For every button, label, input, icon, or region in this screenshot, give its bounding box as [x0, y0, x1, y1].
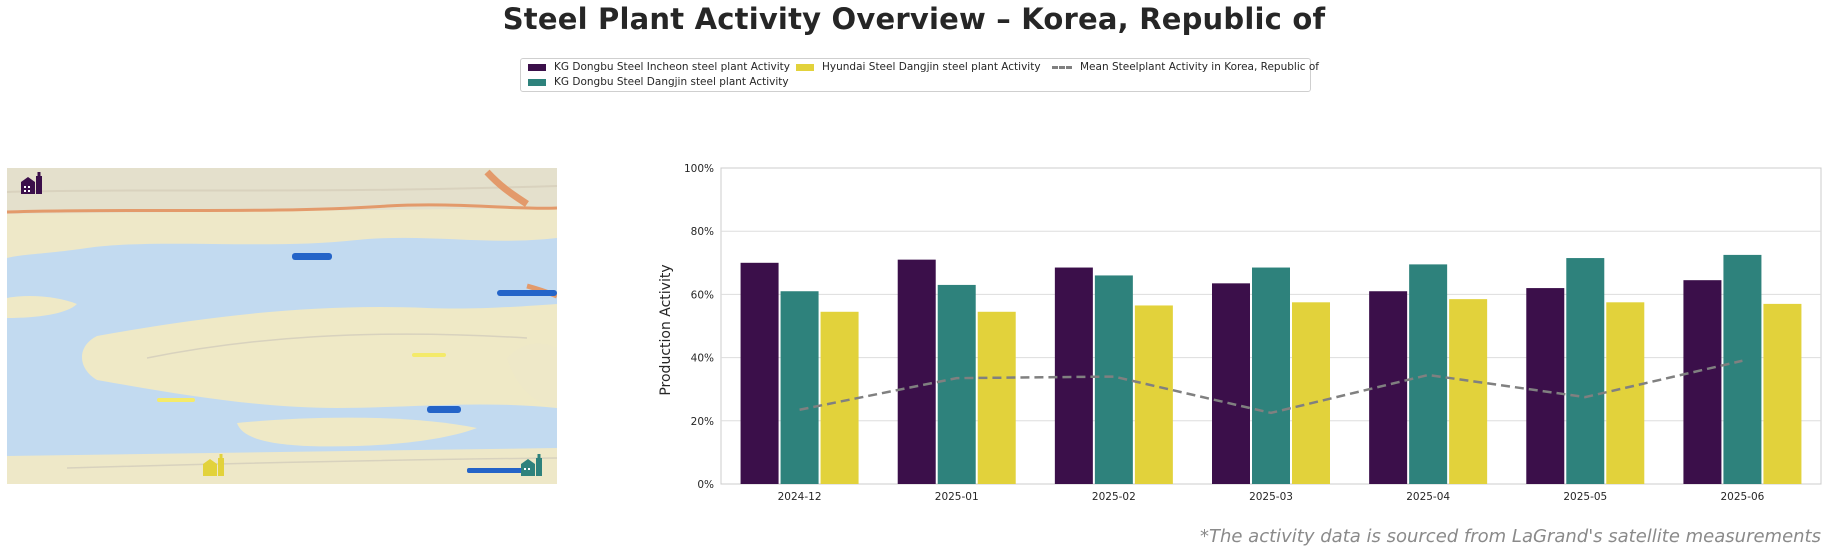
factory-icon-incheon	[19, 172, 47, 196]
bar-3-2025-01	[977, 311, 1016, 484]
x-tick-label: 2025-04	[1406, 491, 1450, 503]
bar-3-2025-04	[1449, 299, 1488, 484]
bar-3-2025-05	[1606, 302, 1645, 484]
y-tick-label: 100%	[684, 163, 714, 175]
bar-1-2025-05	[1526, 288, 1565, 484]
legend-swatch-incheon	[528, 63, 546, 71]
bar-3-2024-12	[820, 311, 859, 484]
bar-2-2025-03	[1252, 267, 1290, 484]
bar-1-2025-01	[897, 259, 936, 484]
legend-item-dongbu-dangjin: KG Dongbu Steel Dangjin steel plant Acti…	[528, 76, 789, 88]
bar-3-2025-02	[1134, 305, 1173, 484]
legend-item-hyundai: Hyundai Steel Dangjin steel plant Activi…	[796, 61, 1041, 73]
x-tick-label: 2025-01	[935, 491, 979, 503]
y-tick-label: 60%	[691, 289, 714, 301]
x-tick-label: 2025-03	[1249, 491, 1293, 503]
bar-2-2025-02	[1094, 275, 1133, 484]
y-tick-label: 80%	[691, 226, 714, 238]
bar-2-2024-12	[780, 291, 819, 484]
bar-3-2025-06	[1763, 303, 1802, 484]
legend-swatch-mean	[1052, 65, 1072, 69]
chart-title: Steel Plant Activity Overview – Korea, R…	[502, 2, 1326, 36]
bar-1-2025-02	[1054, 267, 1093, 484]
x-tick-label: 2025-02	[1092, 491, 1136, 503]
bar-2-2025-01	[937, 284, 976, 484]
bar-2-2025-06	[1723, 254, 1762, 484]
bar-1-2025-03	[1212, 283, 1250, 484]
legend-label-mean: Mean Steelplant Activity in Korea, Repub…	[1080, 61, 1319, 73]
factory-icon-hyundai-dangjin	[201, 454, 229, 478]
legend-item-incheon: KG Dongbu Steel Incheon steel plant Acti…	[528, 61, 790, 73]
map-panel	[7, 168, 557, 484]
factory-icon-dongbu-dangjin	[519, 454, 547, 478]
legend: KG Dongbu Steel Incheon steel plant Acti…	[520, 58, 1319, 92]
legend-swatch-dongbu-dangjin	[528, 78, 546, 86]
legend-item-mean: Mean Steelplant Activity in Korea, Repub…	[1052, 61, 1319, 73]
bar-1-2025-04	[1369, 291, 1408, 484]
bar-2-2025-04	[1409, 264, 1448, 484]
mean-activity-line	[799, 359, 1743, 415]
map-image	[7, 168, 557, 484]
source-footnote: *The activity data is sourced from LaGra…	[1199, 526, 1821, 547]
legend-swatch-hyundai	[796, 63, 814, 71]
bar-2-2025-05	[1566, 258, 1605, 484]
bar-1-2025-06	[1683, 280, 1722, 484]
y-tick-label: 20%	[691, 416, 714, 428]
legend-label-hyundai: Hyundai Steel Dangjin steel plant Activi…	[822, 61, 1041, 73]
x-tick-label: 2024-12	[778, 491, 822, 503]
y-tick-label: 0%	[697, 479, 714, 491]
x-tick-label: 2025-06	[1720, 491, 1764, 503]
bar-3-2025-03	[1292, 302, 1330, 484]
x-tick-label: 2025-05	[1563, 491, 1607, 503]
legend-label-dongbu-dangjin: KG Dongbu Steel Dangjin steel plant Acti…	[554, 76, 789, 88]
y-tick-label: 40%	[691, 353, 714, 365]
bar-1-2024-12	[740, 262, 779, 484]
legend-label-incheon: KG Dongbu Steel Incheon steel plant Acti…	[554, 61, 791, 73]
